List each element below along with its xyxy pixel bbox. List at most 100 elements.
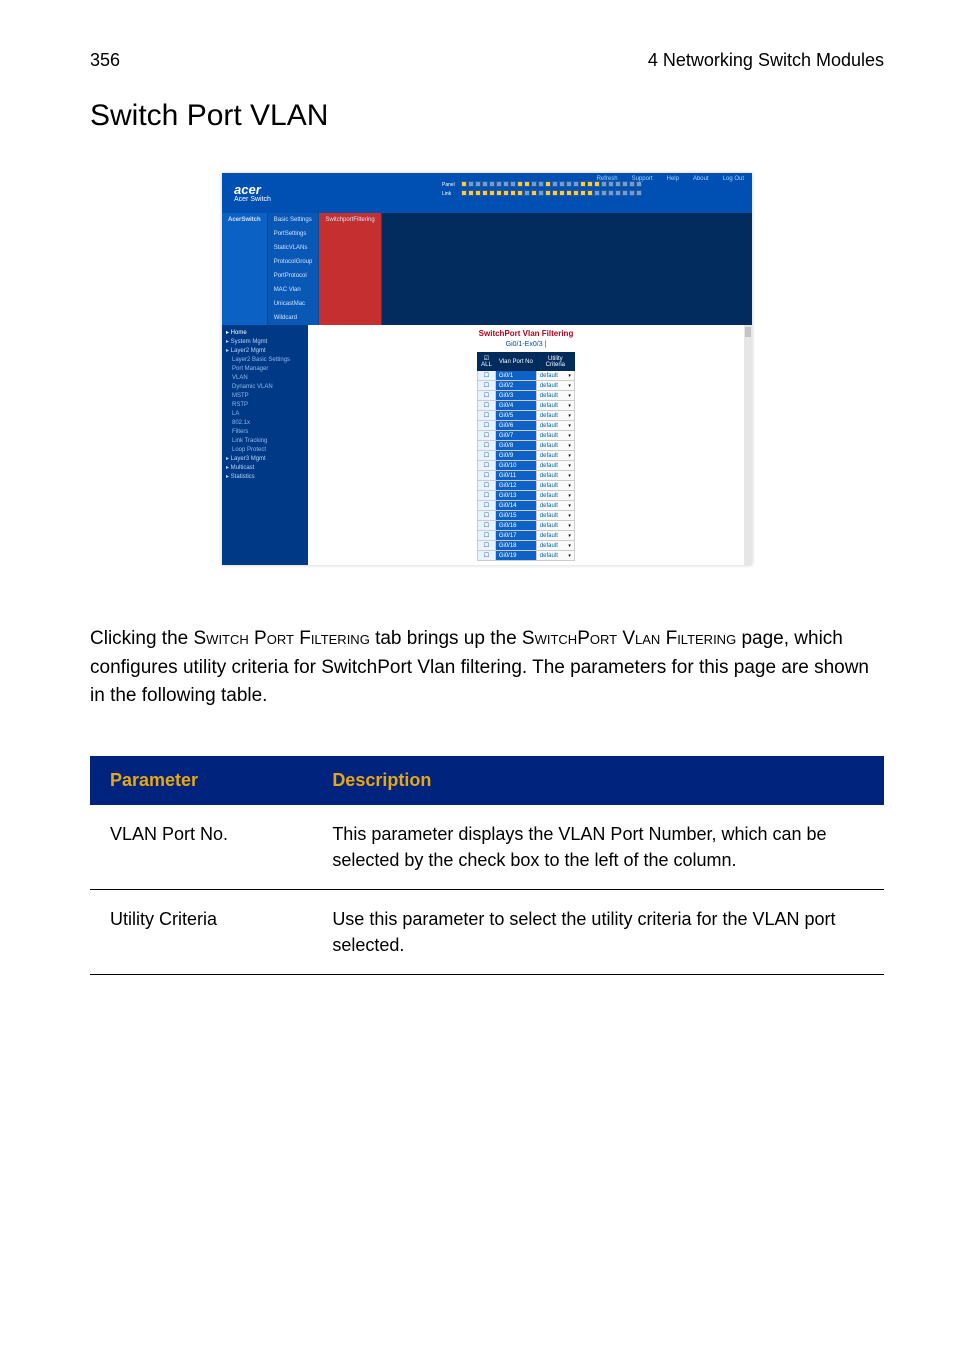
port-led — [517, 181, 523, 187]
col-header-description: Description — [312, 756, 884, 805]
criteria-select[interactable]: default — [536, 471, 574, 481]
tab[interactable]: MAC Vlan — [268, 283, 320, 297]
table-row: ☐Gi0/16default — [478, 521, 575, 531]
tab-brand: AcerSwitch — [222, 213, 268, 325]
sidebar-item[interactable]: 802.1x — [226, 419, 304, 428]
row-checkbox[interactable]: ☐ — [478, 451, 496, 461]
row-checkbox[interactable]: ☐ — [478, 541, 496, 551]
port-led — [615, 190, 621, 196]
row-checkbox[interactable]: ☐ — [478, 491, 496, 501]
criteria-select[interactable]: default — [536, 371, 574, 381]
criteria-select[interactable]: default — [536, 521, 574, 531]
text-smallcaps: SwitchPort Vlan Filtering — [522, 628, 736, 649]
sidebar-item[interactable]: ▸ System Mgmt — [226, 338, 304, 347]
port-led — [468, 181, 474, 187]
tab[interactable]: ProtocolGroup — [268, 255, 320, 269]
row-checkbox[interactable]: ☐ — [478, 521, 496, 531]
tab[interactable]: Basic Settings — [268, 213, 320, 227]
panel-subtitle: Gi0/1-Ex0/3 | — [506, 341, 547, 348]
criteria-select[interactable]: default — [536, 461, 574, 471]
sidebar-item[interactable]: ▸ Home — [226, 329, 304, 338]
port-led — [629, 190, 635, 196]
sidebar-item[interactable]: ▸ Statistics — [226, 473, 304, 482]
table-row: ☐Gi0/7default — [478, 431, 575, 441]
criteria-select[interactable]: default — [536, 541, 574, 551]
criteria-select[interactable]: default — [536, 391, 574, 401]
tab[interactable]: PortProtocol — [268, 269, 320, 283]
port-led — [566, 181, 572, 187]
top-link[interactable]: About — [693, 176, 709, 182]
top-link[interactable]: Help — [667, 176, 679, 182]
row-checkbox[interactable]: ☐ — [478, 371, 496, 381]
port-led — [503, 190, 509, 196]
row-checkbox[interactable]: ☐ — [478, 381, 496, 391]
row-checkbox[interactable]: ☐ — [478, 411, 496, 421]
page: 356 4 Networking Switch Modules Switch P… — [0, 0, 954, 1035]
port-cell: Gi0/4 — [495, 401, 536, 411]
tab[interactable]: Wildcard — [268, 311, 320, 325]
tab[interactable]: UnicastMac — [268, 297, 320, 311]
port-led — [573, 190, 579, 196]
table-row: ☐Gi0/17default — [478, 531, 575, 541]
row-checkbox[interactable]: ☐ — [478, 501, 496, 511]
table-row: ☐Gi0/8default — [478, 441, 575, 451]
criteria-select[interactable]: default — [536, 531, 574, 541]
criteria-select[interactable]: default — [536, 411, 574, 421]
tab[interactable]: PortSettings — [268, 227, 320, 241]
sidebar-item[interactable]: ▸ Multicast — [226, 464, 304, 473]
port-led — [510, 181, 516, 187]
port-led — [517, 190, 523, 196]
port-led — [573, 181, 579, 187]
row-checkbox[interactable]: ☐ — [478, 511, 496, 521]
sidebar-item[interactable]: Filters — [226, 428, 304, 437]
port-led — [566, 190, 572, 196]
criteria-select[interactable]: default — [536, 511, 574, 521]
row-checkbox[interactable]: ☐ — [478, 471, 496, 481]
row-checkbox[interactable]: ☐ — [478, 551, 496, 561]
criteria-select[interactable]: default — [536, 491, 574, 501]
sidebar: ▸ Home▸ System Mgmt▸ Layer2 MgmtLayer2 B… — [222, 325, 308, 565]
sidebar-item[interactable]: Dynamic VLAN — [226, 383, 304, 392]
ports-row-label: Link — [442, 191, 460, 197]
port-led — [580, 181, 586, 187]
table-row: ☐Gi0/15default — [478, 511, 575, 521]
tab[interactable]: StaticVLANs — [268, 241, 320, 255]
top-link[interactable]: Refresh — [597, 176, 618, 182]
port-led — [468, 190, 474, 196]
criteria-select[interactable]: default — [536, 421, 574, 431]
sidebar-item[interactable]: VLAN — [226, 374, 304, 383]
criteria-select[interactable]: default — [536, 381, 574, 391]
table-row: ☐Gi0/9default — [478, 451, 575, 461]
top-link[interactable]: Log Out — [723, 176, 744, 182]
row-checkbox[interactable]: ☐ — [478, 481, 496, 491]
sidebar-item[interactable]: Port Manager — [226, 365, 304, 374]
sidebar-item[interactable]: RSTP — [226, 401, 304, 410]
criteria-select[interactable]: default — [536, 431, 574, 441]
criteria-select[interactable]: default — [536, 401, 574, 411]
criteria-select[interactable]: default — [536, 501, 574, 511]
criteria-select[interactable]: default — [536, 551, 574, 561]
sidebar-item[interactable]: ▸ Layer2 Mgmt — [226, 347, 304, 356]
sidebar-item[interactable]: ▸ Layer3 Mgmt — [226, 455, 304, 464]
criteria-select[interactable]: default — [536, 441, 574, 451]
sidebar-item[interactable]: Layer2 Basic Settings — [226, 356, 304, 365]
criteria-select[interactable]: default — [536, 481, 574, 491]
sidebar-item[interactable]: LA — [226, 410, 304, 419]
row-checkbox[interactable]: ☐ — [478, 431, 496, 441]
scrollbar[interactable] — [744, 325, 752, 565]
row-checkbox[interactable]: ☐ — [478, 461, 496, 471]
brand-sub: Acer Switch — [234, 196, 271, 203]
sidebar-item[interactable]: Link Tracking — [226, 437, 304, 446]
top-link[interactable]: Support — [632, 176, 653, 182]
row-checkbox[interactable]: ☐ — [478, 441, 496, 451]
sidebar-item[interactable]: Loop Protect — [226, 446, 304, 455]
row-checkbox[interactable]: ☐ — [478, 531, 496, 541]
row-checkbox[interactable]: ☐ — [478, 401, 496, 411]
port-led — [531, 181, 537, 187]
sidebar-item[interactable]: MSTP — [226, 392, 304, 401]
param-desc: This parameter displays the VLAN Port Nu… — [312, 805, 884, 890]
criteria-select[interactable]: default — [536, 451, 574, 461]
row-checkbox[interactable]: ☐ — [478, 421, 496, 431]
row-checkbox[interactable]: ☐ — [478, 391, 496, 401]
active-tab[interactable]: SwitchportFiltering — [319, 213, 381, 325]
